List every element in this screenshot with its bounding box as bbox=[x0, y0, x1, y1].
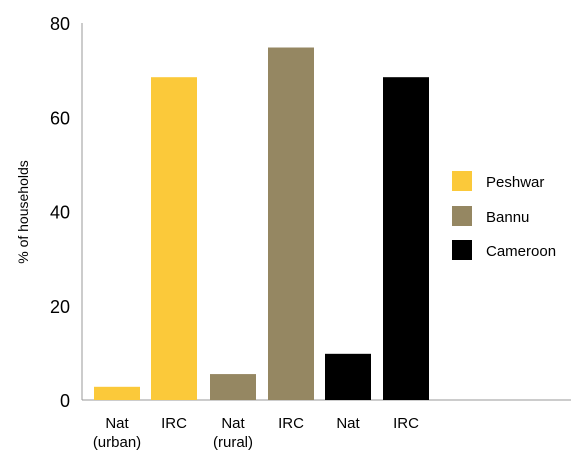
x-tick-label: Nat (urban) bbox=[93, 415, 141, 451]
legend-label: Peshwar bbox=[486, 174, 544, 191]
x-axis-labels: Nat (urban) IRC Nat (rural) IRC Nat IRC bbox=[93, 415, 419, 451]
y-tick-label: 0 bbox=[60, 391, 70, 411]
x-tick-label: Nat (rural) bbox=[213, 415, 253, 451]
y-tick-label: 60 bbox=[50, 108, 70, 128]
x-tick-label: IRC bbox=[161, 415, 187, 432]
y-axis-label: % of households bbox=[15, 160, 31, 264]
legend-swatch bbox=[452, 206, 472, 226]
bar bbox=[325, 353, 371, 400]
y-tick-label: 80 bbox=[50, 14, 70, 34]
legend: Peshwar Bannu Cameroon bbox=[452, 171, 556, 260]
bar bbox=[268, 47, 314, 400]
legend-label: Cameroon bbox=[486, 243, 556, 260]
y-tick-label: 20 bbox=[50, 297, 70, 317]
x-tick-label: IRC bbox=[393, 415, 419, 432]
x-tick-label: IRC bbox=[278, 415, 304, 432]
legend-swatch bbox=[452, 171, 472, 191]
legend-swatch bbox=[452, 240, 472, 260]
bar bbox=[383, 77, 429, 400]
bar bbox=[151, 77, 197, 400]
y-tick-label: 40 bbox=[50, 203, 70, 223]
legend-label: Bannu bbox=[486, 209, 529, 226]
x-tick-label: Nat bbox=[336, 415, 360, 432]
bars bbox=[94, 47, 429, 400]
bar bbox=[210, 374, 256, 400]
bar bbox=[94, 386, 140, 400]
